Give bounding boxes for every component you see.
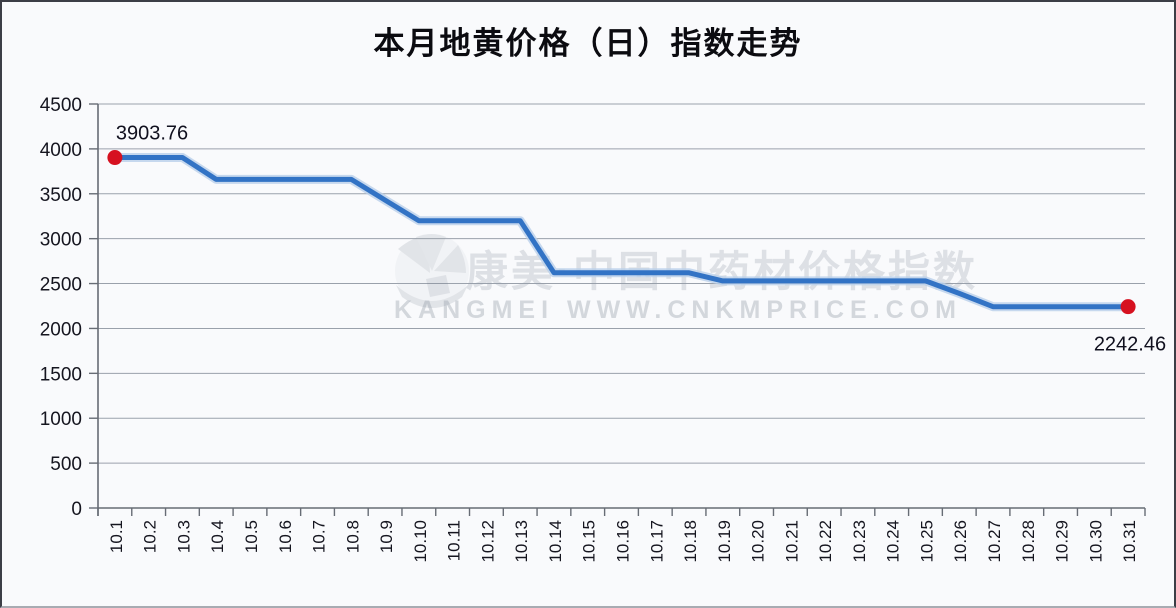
x-axis-label: 10.6: [276, 520, 295, 553]
x-axis-label: 10.18: [681, 520, 700, 563]
y-axis-label: 3500: [40, 185, 82, 206]
y-axis-label: 1000: [40, 409, 82, 430]
x-axis-label: 10.30: [1086, 520, 1105, 563]
x-axis-label: 10.12: [478, 520, 497, 563]
logo-blade: [434, 245, 466, 273]
x-axis-label: 10.19: [715, 520, 734, 563]
y-axis-label: 3000: [40, 230, 82, 251]
data-value-label: 2242.46: [1094, 334, 1166, 356]
endpoint-marker: [107, 150, 123, 166]
logo-square: [426, 275, 450, 297]
watermark-text-url: KANGMEI WWW.CNKMPRICE.COM: [394, 296, 962, 324]
logo-blade: [398, 235, 430, 273]
x-axis-label: 10.21: [782, 520, 801, 563]
price-line: [112, 155, 1131, 310]
x-axis-label: 10.8: [343, 520, 362, 553]
x-axis-label: 10.11: [445, 520, 464, 561]
x-axis-label: 10.25: [917, 520, 936, 563]
logo-arc: [396, 285, 468, 308]
endpoint-marker: [1120, 299, 1136, 315]
y-axis-label: 2000: [40, 319, 82, 340]
x-axis-label: 10.13: [512, 520, 531, 563]
x-axis-label: 10.14: [546, 520, 565, 563]
x-axis-label: 10.5: [242, 520, 261, 553]
x-axis-label: 10.24: [884, 520, 903, 563]
x-axis-label: 10.9: [377, 520, 396, 553]
x-axis-label: 10.20: [749, 520, 768, 563]
y-axis-label: 4000: [40, 140, 82, 161]
x-axis-label: 10.10: [411, 520, 430, 563]
x-axis-label: 10.7: [310, 520, 329, 553]
x-axis-label: 10.17: [647, 520, 666, 563]
x-axis-label: 10.26: [951, 520, 970, 563]
y-axis-label: 2500: [40, 275, 82, 296]
y-axis-label: 500: [50, 454, 82, 475]
page-title: 本月地黄价格（日）指数走势: [373, 26, 803, 61]
x-axis-label: 10.29: [1053, 520, 1072, 563]
x-axis-label: 10.2: [141, 520, 160, 553]
y-axis-label: 0: [71, 499, 82, 520]
y-axis-label: 4500: [40, 95, 82, 116]
x-axis-label: 10.16: [614, 520, 633, 563]
data-value-label: 3903.76: [116, 123, 188, 145]
x-axis-label: 10.4: [208, 520, 227, 553]
x-axis-label: 10.31: [1120, 520, 1139, 563]
gridlines-layer: 0 500 1000 1500 2000 2500 3000 3500 4000 4500: [40, 95, 1146, 520]
x-axis-label: 10.27: [985, 520, 1004, 563]
x-axis-labels: 10.1 10.2 10.3 10.4 10.5 10.6 10.7 10.8 10.9 10.1…: [107, 520, 1139, 563]
x-axis-label: 10.28: [1019, 520, 1038, 563]
logo-circle: [395, 234, 469, 308]
x-axis-label: 10.22: [816, 520, 835, 563]
logo-blade: [416, 234, 446, 271]
x-axis-label: 10.3: [174, 520, 193, 553]
x-axis-label: 10.23: [850, 520, 869, 563]
x-axis-label: 10.1: [107, 520, 126, 553]
x-axis-label: 10.15: [580, 520, 599, 563]
kangmei-fan-logo: [395, 234, 469, 308]
y-axis-label: 1500: [40, 364, 82, 385]
